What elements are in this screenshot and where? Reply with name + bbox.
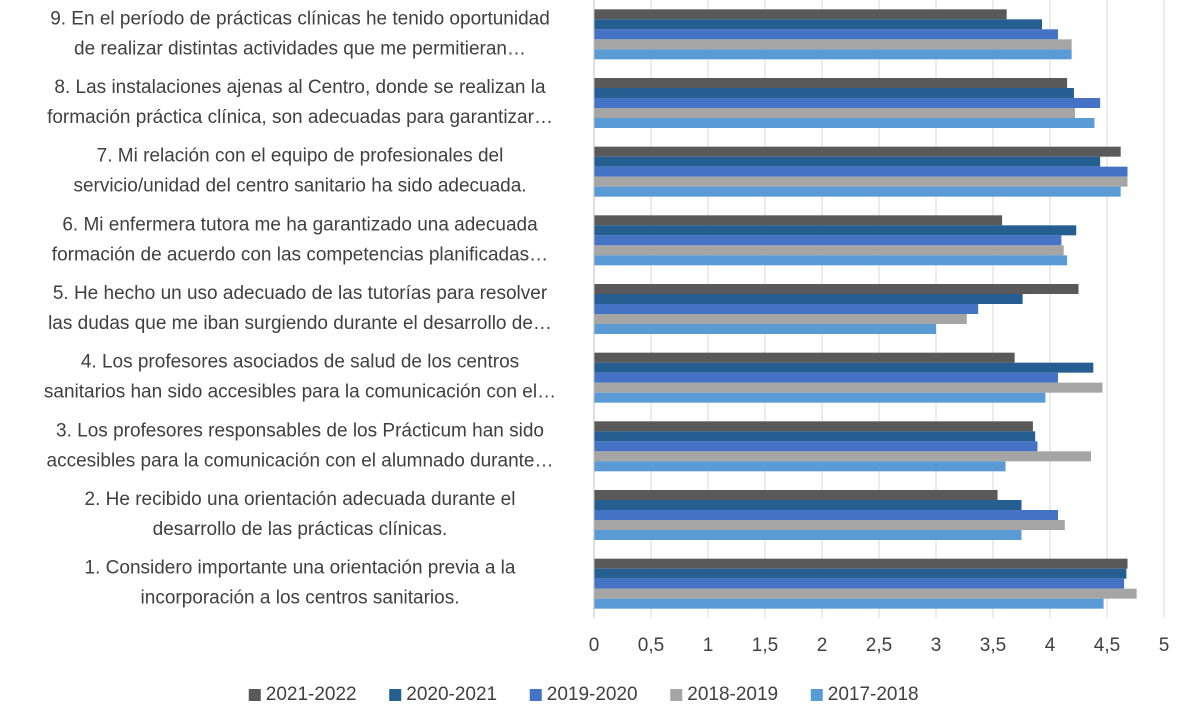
category-label: servicio/unidad del centro sanitario ha …	[73, 176, 526, 197]
bar	[594, 9, 1007, 20]
x-tick-label: 2,5	[866, 635, 892, 656]
legend-label: 2018-2019	[687, 684, 778, 705]
legend-swatch	[529, 689, 542, 701]
x-tick-label: 5	[1159, 635, 1170, 656]
bar	[594, 19, 1043, 30]
x-tick-label: 1	[703, 635, 714, 656]
category-label: formación de acuerdo con las competencia…	[52, 244, 548, 265]
bar	[594, 255, 1068, 266]
bar	[594, 225, 1077, 236]
bar	[594, 568, 1127, 579]
bar	[594, 39, 1072, 50]
legend-label: 2017-2018	[828, 684, 919, 705]
bar	[594, 362, 1094, 373]
legend-swatch	[389, 689, 402, 701]
bar	[594, 500, 1022, 510]
x-tick-label: 3	[931, 635, 942, 656]
bar	[594, 294, 1023, 304]
x-tick-label: 0,5	[638, 635, 664, 656]
category-label: 3. Los profesores responsables de los Pr…	[56, 420, 544, 441]
category-label: 4. Los profesores asociados de salud de …	[81, 352, 519, 373]
bar	[594, 29, 1058, 40]
x-tick-label: 3,5	[980, 635, 1006, 656]
bar	[594, 78, 1068, 88]
bar	[594, 108, 1076, 118]
category-label: 5. He hecho un uso adecuado de las tutor…	[53, 283, 548, 304]
bar	[594, 461, 1006, 472]
category-label: 6. Mi enfermera tutora me ha garantizado…	[62, 214, 538, 235]
bar	[594, 441, 1038, 452]
legend-swatch	[670, 689, 683, 701]
legend-swatch	[810, 689, 823, 701]
bar	[594, 421, 1033, 432]
bar	[594, 558, 1128, 569]
category-label: 1. Considero importante una orientación …	[85, 558, 516, 579]
category-label: 2. He recibido una orientación adecuada …	[85, 489, 516, 510]
category-label: sanitarios han sido accesibles para la c…	[44, 382, 556, 403]
bar	[594, 88, 1074, 98]
bar	[594, 520, 1065, 530]
legend-label: 2019-2020	[547, 684, 638, 705]
bar	[594, 186, 1121, 197]
bar	[594, 588, 1137, 599]
bar	[594, 284, 1079, 294]
bar	[594, 352, 1015, 363]
bar	[594, 451, 1092, 462]
bar	[594, 235, 1062, 246]
bar	[594, 118, 1095, 128]
category-label: formación práctica clínica, son adecuada…	[47, 107, 553, 128]
x-tick-label: 4,5	[1094, 635, 1120, 656]
category-label: 8. Las instalaciones ajenas al Centro, d…	[54, 77, 546, 98]
category-label: 9. En el período de prácticas clínicas h…	[50, 8, 550, 29]
bar	[594, 431, 1036, 442]
legend-swatch	[248, 689, 261, 701]
bar	[594, 146, 1121, 157]
x-tick-label: 0	[589, 635, 600, 656]
bar	[594, 156, 1101, 167]
bar	[594, 598, 1104, 609]
bar	[594, 382, 1103, 393]
bar	[594, 530, 1022, 540]
bar	[594, 510, 1058, 520]
bar	[594, 578, 1125, 589]
bar	[594, 176, 1128, 187]
bar	[594, 372, 1058, 383]
bar	[594, 314, 967, 324]
bar	[594, 166, 1128, 177]
legend-label: 2020-2021	[406, 684, 497, 705]
category-label: las dudas que me iban surgiendo durante …	[48, 313, 552, 334]
category-label: incorporación a los centros sanitarios.	[141, 588, 460, 609]
legend-label: 2021-2022	[266, 684, 357, 705]
bar	[594, 304, 979, 314]
bar	[594, 215, 1003, 226]
category-label: accesibles para la comunicación con el a…	[47, 450, 554, 471]
category-label: 7. Mi relación con el equipo de profesio…	[97, 146, 504, 167]
x-tick-label: 2	[817, 635, 828, 656]
bar	[594, 98, 1101, 108]
bar	[594, 245, 1064, 256]
x-tick-label: 1,5	[752, 635, 778, 656]
bar	[594, 49, 1072, 60]
category-label: desarrollo de las prácticas clínicas.	[153, 519, 448, 540]
bar	[594, 490, 998, 500]
category-label: de realizar distintas actividades que me…	[74, 38, 526, 59]
x-tick-label: 4	[1045, 635, 1056, 656]
bar	[594, 392, 1046, 403]
bar	[594, 324, 936, 334]
